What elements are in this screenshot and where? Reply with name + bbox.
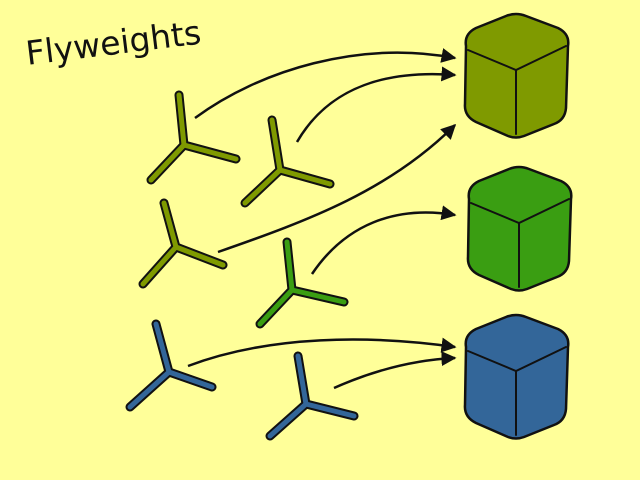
tristar-icon (242, 117, 333, 206)
olive-object-1 (146, 90, 241, 185)
cube-edge (467, 45, 567, 135)
arrow-olive-1 (194, 48, 457, 120)
green-object-1 (255, 237, 349, 329)
blue-object-2 (265, 351, 359, 441)
tristar-icon (267, 353, 357, 439)
arrow-green-1 (310, 205, 457, 275)
arrow-olive-2 (295, 66, 457, 143)
olive-object-3 (138, 198, 228, 289)
arrow-olive-3 (217, 123, 457, 254)
tristar-icon (148, 92, 239, 183)
tristar-icon (257, 239, 347, 327)
arrow-blue-2 (333, 351, 457, 390)
blue-object-1 (125, 319, 217, 412)
blue-flyweight (463, 313, 570, 440)
arrows (187, 48, 457, 390)
arrow-blue-1 (187, 337, 457, 368)
olive-object-2 (240, 115, 335, 208)
tristar-icon (140, 200, 226, 287)
tristar-icon (127, 321, 215, 410)
green-flyweight (466, 165, 573, 292)
cube-edge (467, 346, 567, 436)
olive-flyweight (463, 12, 570, 139)
cube-edge (470, 198, 570, 288)
